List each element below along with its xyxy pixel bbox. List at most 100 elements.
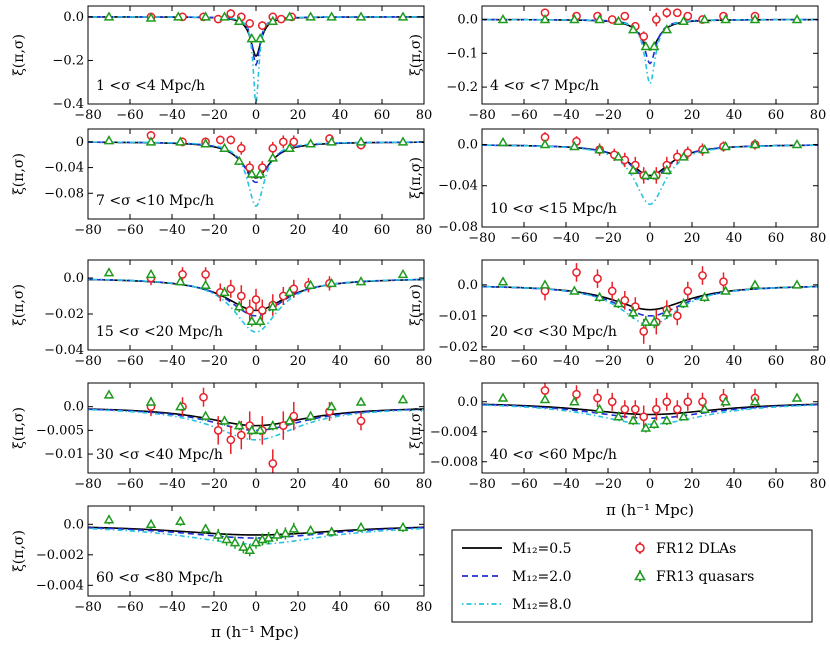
model-curve-m05 <box>88 526 424 536</box>
x-tick-label: 20 <box>684 231 701 246</box>
qso-point <box>497 14 509 24</box>
x-tick-label: 60 <box>768 477 785 492</box>
x-tick-label: 40 <box>332 354 349 369</box>
x-tick-label: 80 <box>810 231 827 246</box>
panels-layer: −80 −60 −40 −20 0 20 40 60 80 0.0 −0.2 −0.4 ξ(π,σ) 1 … <box>11 5 827 615</box>
dla-point <box>268 143 278 153</box>
qso-point <box>497 392 509 402</box>
model-curve-m05 <box>88 141 424 179</box>
model-curve-m20 <box>482 403 818 420</box>
dla-point <box>276 14 286 24</box>
dla-point <box>672 8 682 18</box>
qso-point <box>145 136 157 146</box>
dla-point <box>236 143 246 153</box>
dla-point <box>572 268 581 277</box>
y-axis-label: ξ(π,σ) <box>11 34 27 76</box>
qso-point <box>305 279 316 289</box>
qso-point <box>254 424 266 435</box>
dla-point <box>257 21 267 30</box>
qso-point <box>640 316 652 326</box>
x-tick-label: 40 <box>332 223 349 238</box>
panel-1: −80 −60 −40 −20 0 20 40 60 80 0.0 −0.2 −0.4 ξ(π,σ) 1 … <box>11 5 432 123</box>
dla-point <box>607 286 617 296</box>
qso-point <box>175 515 186 526</box>
qso-point <box>233 155 245 165</box>
qso-point <box>661 307 673 317</box>
x-tick-label: −40 <box>158 108 185 123</box>
y-axis-label: ξ(π,σ) <box>11 153 27 195</box>
qso-point <box>355 521 367 532</box>
y-tick-label: 0.0 <box>63 400 84 415</box>
x-tick-label: −20 <box>200 477 227 492</box>
x-tick-label: −40 <box>552 477 579 492</box>
x-tick-label: −80 <box>74 108 101 123</box>
legend-dla-marker <box>635 543 645 553</box>
x-tick-label: −60 <box>116 477 143 492</box>
qso-point <box>791 138 803 149</box>
x-axis-label-right: π (h⁻¹ Mpc) <box>606 501 694 519</box>
qso-point <box>103 389 115 399</box>
qso-point <box>613 151 624 161</box>
dla-point <box>698 271 707 280</box>
x-tick-label: 80 <box>416 600 433 615</box>
qso-point <box>539 393 551 404</box>
dla-point <box>236 291 246 301</box>
y-tick-label: −0.004 <box>36 578 84 593</box>
y-tick-label: −0.08 <box>438 220 478 235</box>
x-tick-label: 20 <box>290 108 307 123</box>
qso-point <box>627 414 639 425</box>
dla-point <box>662 397 672 407</box>
x-tick-label: 20 <box>684 108 701 123</box>
x-tick-label: 60 <box>374 477 391 492</box>
x-tick-label: −80 <box>74 223 101 238</box>
x-tick-label: −40 <box>552 354 579 369</box>
qso-point <box>699 403 710 413</box>
x-tick-label: 80 <box>416 223 433 238</box>
x-tick-label: 80 <box>810 108 827 123</box>
qso-point <box>661 24 673 34</box>
y-tick-label: 0.0 <box>457 13 478 28</box>
x-tick-label: −60 <box>116 223 143 238</box>
qso-point <box>254 33 266 43</box>
dla-point <box>257 306 267 315</box>
qso-point <box>305 524 316 535</box>
dla-point <box>672 311 682 321</box>
qso-point <box>145 396 157 406</box>
dla-point <box>620 11 630 21</box>
x-tick-label: −20 <box>200 354 227 369</box>
legend-label-qso: FR13 quasars <box>656 569 754 585</box>
y-tick-label: −0.01 <box>438 309 478 324</box>
x-tick-label: −40 <box>158 223 185 238</box>
panel-5: −80 −60 −40 −20 0 20 40 60 80 0.0 −0.02 −0.04 ξ(π,σ)… <box>11 259 432 369</box>
x-tick-label: 0 <box>646 354 654 369</box>
x-tick-label: −40 <box>158 354 185 369</box>
x-tick-label: 0 <box>252 108 260 123</box>
x-tick-label: −80 <box>74 600 101 615</box>
y-tick-label: −0.04 <box>44 161 84 176</box>
qso-point <box>678 297 689 308</box>
qso-point <box>103 267 115 277</box>
qso-point <box>305 138 316 148</box>
x-tick-label: 0 <box>646 231 654 246</box>
qso-point <box>219 415 230 425</box>
qso-point <box>219 142 230 153</box>
model-curve-m80 <box>88 141 424 208</box>
dla-point <box>201 270 210 279</box>
x-tick-label: −80 <box>468 231 495 246</box>
x-tick-label: −80 <box>74 354 101 369</box>
qso-point <box>263 532 274 542</box>
y-tick-label: −0.02 <box>438 340 478 355</box>
dla-point <box>289 137 299 147</box>
dla-point <box>278 137 288 147</box>
model-curve-m05 <box>482 18 818 51</box>
y-tick-label: 0.0 <box>457 278 478 293</box>
x-tick-label: −60 <box>510 108 537 123</box>
model-curve-m80 <box>482 144 818 206</box>
x-tick-label: −40 <box>158 600 185 615</box>
x-tick-label: −20 <box>200 108 227 123</box>
qso-point <box>200 279 211 289</box>
y-tick-label: −0.02 <box>44 307 84 322</box>
dla-point <box>593 393 602 403</box>
x-tick-label: −60 <box>116 600 143 615</box>
